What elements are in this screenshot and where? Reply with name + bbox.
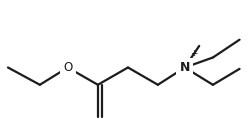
Text: +: + <box>190 50 198 58</box>
Text: O: O <box>63 61 72 74</box>
Text: N: N <box>180 61 190 74</box>
